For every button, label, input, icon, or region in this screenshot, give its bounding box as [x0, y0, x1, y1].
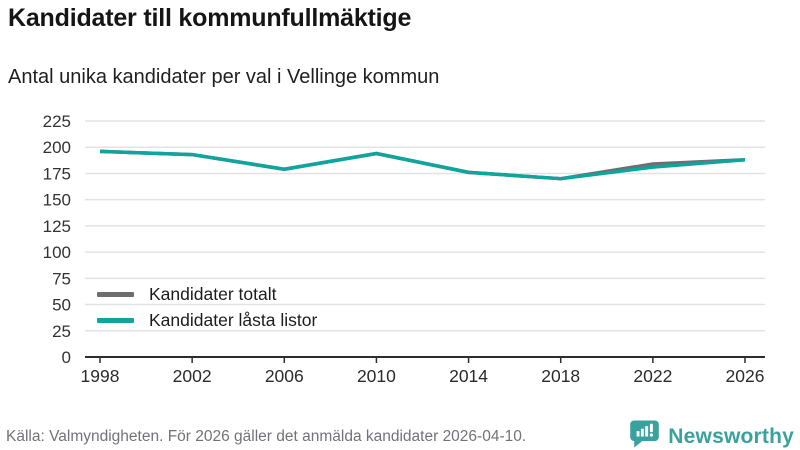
- x-tick-label: 2014: [449, 366, 488, 386]
- line-chart: 0 25 50 75 100 125 150 175 200 225 1998 2002 2006 201…: [0, 100, 800, 400]
- newsworthy-logo-icon: [630, 419, 660, 450]
- y-tick-label: 25: [52, 322, 71, 341]
- legend-swatch-locked-lists: [97, 317, 134, 323]
- y-axis-labels: 0 25 50 75 100 125 150 175 200 225: [43, 112, 71, 367]
- legend-label-total: Kandidater totalt: [149, 284, 277, 304]
- y-tick-label: 0: [62, 348, 71, 367]
- chart-subtitle: Antal unika kandidater per val i Velling…: [8, 66, 440, 88]
- x-tick-label: 2018: [541, 366, 580, 386]
- series-line-lasta-listor: [99, 149, 746, 181]
- newsworthy-brand-text: Newsworthy: [668, 424, 794, 448]
- x-axis: [85, 356, 765, 363]
- y-tick-label: 175: [43, 164, 71, 183]
- chart-legend: Kandidater totalt Kandidater låsta listo…: [97, 284, 318, 330]
- newsworthy-logo: Newsworthy: [630, 419, 794, 450]
- x-tick-label: 2026: [726, 366, 765, 386]
- gridlines: [85, 120, 765, 332]
- x-tick-label: 2022: [633, 366, 672, 386]
- chart-title: Kandidater till kommunfullmäktige: [8, 4, 412, 32]
- x-tick-label: 2002: [173, 366, 212, 386]
- legend-label-locked-lists: Kandidater låsta listor: [149, 309, 318, 330]
- y-tick-label: 200: [43, 138, 71, 157]
- legend-swatch-total: [97, 292, 134, 298]
- x-tick-label: 1998: [81, 366, 120, 386]
- source-text: Källa: Valmyndigheten. För 2026 gäller d…: [6, 427, 527, 445]
- legend-item-locked-lists: Kandidater låsta listor: [97, 309, 318, 330]
- x-tick-label: 2010: [357, 366, 396, 386]
- legend-item-total: Kandidater totalt: [97, 284, 317, 304]
- x-axis-labels: 1998 2002 2006 2010 2014 2018 2022 2026: [81, 366, 765, 386]
- y-tick-label: 150: [43, 191, 71, 210]
- y-tick-label: 100: [43, 243, 71, 262]
- footer: Källa: Valmyndigheten. För 2026 gäller d…: [6, 419, 794, 450]
- x-tick-label: 2006: [265, 366, 304, 386]
- line-chart-svg: 0 25 50 75 100 125 150 175 200 225 1998 2002 2006 201…: [43, 112, 765, 386]
- y-tick-label: 125: [43, 217, 71, 236]
- y-tick-label: 225: [43, 112, 71, 131]
- y-tick-label: 50: [52, 296, 71, 315]
- y-tick-label: 75: [52, 269, 71, 288]
